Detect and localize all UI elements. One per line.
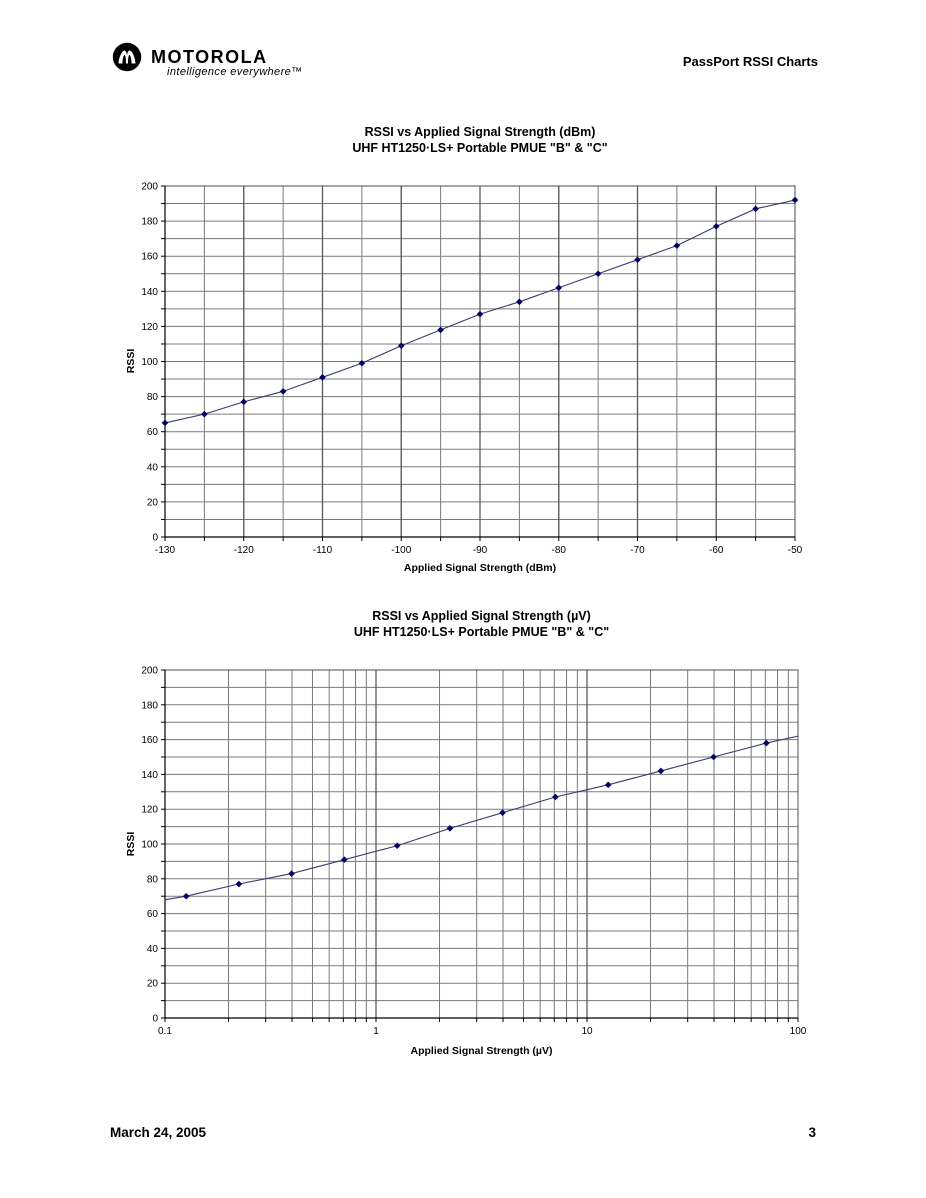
y-tick-label: 40 [147,462,159,473]
data-point-marker [712,223,720,230]
y-tick-label: 160 [141,252,158,263]
y-tick-label: 20 [147,979,159,990]
chart-uv-title-line2: UHF HT1250·LS+ Portable PMUE "B" & "C" [353,625,610,639]
x-tick-label: -110 [313,545,333,556]
chart-dbm-y-axis-title: RSSI [125,348,137,374]
page-number: 3 [808,1125,816,1140]
chart-uv-title: RSSI vs Applied Signal Strength (µV) UHF… [165,608,798,640]
brand-name: MOTOROLA [151,47,268,67]
y-tick-label: 80 [147,874,159,885]
brand-tagline: intelligence everywhere™ [167,66,303,78]
y-tick-label: 0 [152,1014,158,1025]
data-point-marker [634,256,641,264]
chart-uv-title-line1: RSSI vs Applied Signal Strength (µV) [372,609,591,623]
y-tick-label: 60 [147,427,159,438]
x-tick-label: -130 [155,545,175,556]
data-point-marker [240,398,248,406]
x-tick-label: -100 [391,545,411,556]
x-tick-label: 0.1 [158,1026,172,1037]
chart-dbm-title-line1: RSSI vs Applied Signal Strength (dBm) [364,125,596,139]
y-tick-label: 120 [141,322,158,333]
data-point-marker [791,196,799,204]
chart-uv-canvas: 0.1 1 10 100 0 20 40 60 80 100 120 140 160 180 200 [141,666,807,1038]
data-point-marker [710,753,717,761]
y-tick-label: 200 [141,182,158,193]
data-point-marker [763,739,770,747]
x-tick-label: 10 [581,1026,593,1037]
y-tick-label: 40 [147,944,159,955]
data-point-marker [499,809,506,816]
data-point-marker [341,856,348,863]
y-tick-label: 0 [152,533,158,544]
chart-uv-y-axis-title: RSSI [125,831,137,857]
data-point-marker [437,326,444,334]
data-point-marker [182,892,190,900]
data-point-marker [397,342,405,350]
chart-dbm-canvas: -130 -120 -110 -100 -90 -80 -70 -60 -50 0 20 40 60 80… [141,182,803,557]
y-tick-label: 100 [141,357,158,368]
data-point-marker [201,410,208,418]
chart-uv-x-axis-title: Applied Signal Strength (µV) [410,1045,553,1057]
y-tick-label: 20 [147,497,159,508]
data-point-marker [604,781,612,789]
y-tick-label: 60 [147,909,159,920]
y-tick-label: 200 [141,666,158,677]
x-tick-label: -120 [234,545,254,556]
y-tick-label: 80 [147,392,159,403]
chart-dbm-title: RSSI vs Applied Signal Strength (dBm) UH… [165,124,795,156]
y-tick-label: 180 [141,217,158,228]
x-tick-label: 1 [373,1026,379,1037]
chart-dbm-title-line2: UHF HT1250·LS+ Portable PMUE "B" & "C" [352,141,608,155]
y-tick-label: 100 [141,840,158,851]
data-point-marker [279,388,287,395]
footer-date: March 24, 2005 [110,1125,207,1140]
x-tick-label: -70 [630,545,645,556]
data-point-marker [161,419,169,427]
doc-title: PassPort RSSI Charts [682,54,818,69]
motorola-logo-icon [112,42,142,72]
y-tick-label: 120 [141,805,158,816]
series-line [164,735,799,901]
data-point-marker [673,242,681,249]
data-point-marker [288,870,295,877]
chart-dbm-x-axis-title: Applied Signal Strength (dBm) [403,562,557,574]
y-tick-label: 140 [141,287,158,298]
data-point-marker [319,373,326,381]
x-tick-label: -50 [788,545,803,556]
data-point-marker [657,767,665,775]
x-tick-label: -80 [552,545,567,556]
data-point-marker [235,880,243,888]
y-tick-label: 180 [141,700,158,711]
data-point-marker [446,825,454,832]
x-tick-label: 100 [790,1026,807,1037]
x-tick-label: -90 [473,545,488,556]
data-point-marker [552,793,559,801]
x-tick-label: -60 [709,545,724,556]
y-tick-label: 140 [141,770,158,781]
y-tick-label: 160 [141,735,158,746]
data-point-marker [476,310,484,318]
data-point-marker [752,205,759,213]
data-point-marker [358,359,366,367]
